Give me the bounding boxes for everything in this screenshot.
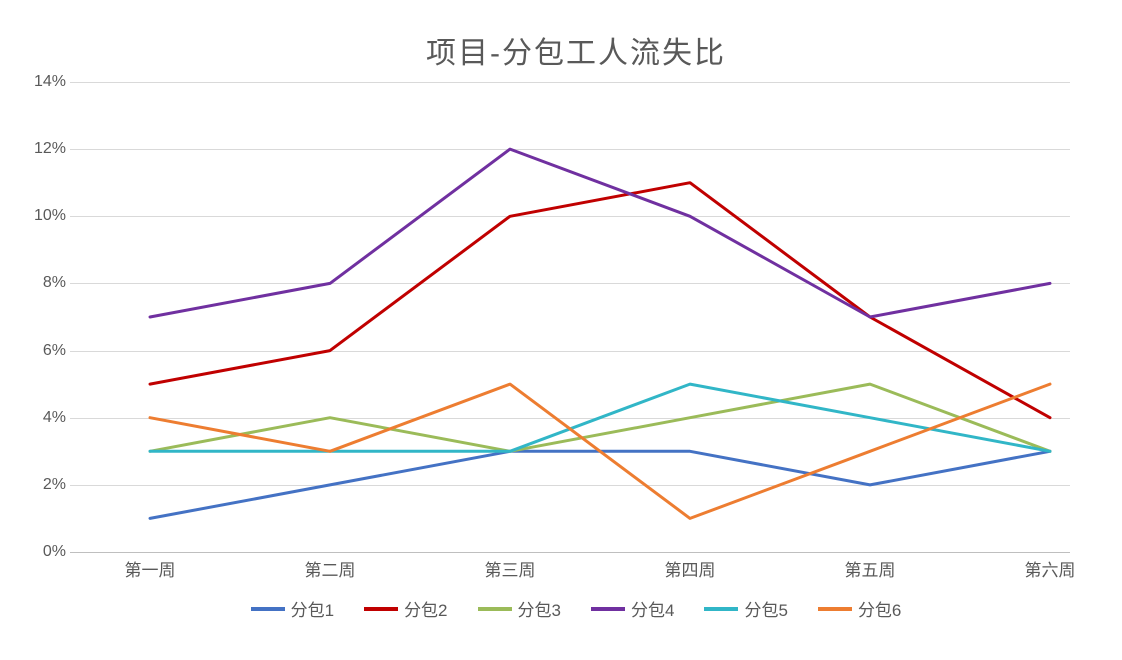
- y-tick-label: 12%: [22, 140, 66, 158]
- legend-swatch: [591, 607, 625, 611]
- legend-swatch: [478, 607, 512, 611]
- legend-label: 分包2: [404, 596, 447, 621]
- series-line: [150, 384, 1050, 451]
- legend-swatch: [251, 607, 285, 611]
- chart-container: 项目-分包工人流失比 0%2%4%6%8%10%12%14% 第一周第二周第三周…: [0, 0, 1122, 660]
- series-line: [150, 183, 1050, 418]
- x-tick-label: 第一周: [125, 556, 176, 581]
- y-tick-label: 4%: [22, 409, 66, 427]
- series-line: [150, 451, 1050, 518]
- legend-label: 分包4: [631, 596, 674, 621]
- x-tick-label: 第三周: [485, 556, 536, 581]
- legend-swatch: [818, 607, 852, 611]
- legend: 分包1 分包2 分包3 分包4 分包5 分包6: [60, 596, 1092, 621]
- series-line: [150, 149, 1050, 317]
- legend-label: 分包6: [858, 596, 901, 621]
- x-axis: 第一周第二周第三周第四周第五周第六周: [70, 556, 1070, 580]
- legend-item: 分包6: [818, 596, 901, 621]
- legend-item: 分包3: [478, 596, 561, 621]
- legend-label: 分包3: [518, 596, 561, 621]
- legend-item: 分包1: [251, 596, 334, 621]
- legend-swatch: [364, 607, 398, 611]
- legend-item: 分包4: [591, 596, 674, 621]
- x-tick-label: 第五周: [845, 556, 896, 581]
- x-tick-label: 第四周: [665, 556, 716, 581]
- legend-item: 分包5: [704, 596, 787, 621]
- y-tick-label: 2%: [22, 476, 66, 494]
- x-tick-label: 第六周: [1025, 556, 1076, 581]
- y-tick-label: 6%: [22, 342, 66, 360]
- y-tick-label: 8%: [22, 274, 66, 292]
- gridline: [70, 552, 1070, 553]
- y-tick-label: 10%: [22, 207, 66, 225]
- line-chart-svg: [70, 82, 1070, 552]
- y-tick-label: 0%: [22, 543, 66, 561]
- plot-area: 0%2%4%6%8%10%12%14% 第一周第二周第三周第四周第五周第六周: [70, 82, 1070, 552]
- legend-swatch: [704, 607, 738, 611]
- legend-label: 分包5: [744, 596, 787, 621]
- legend-item: 分包2: [364, 596, 447, 621]
- y-tick-label: 14%: [22, 73, 66, 91]
- x-tick-label: 第二周: [305, 556, 356, 581]
- y-axis: 0%2%4%6%8%10%12%14%: [22, 82, 66, 552]
- chart-title: 项目-分包工人流失比: [60, 10, 1092, 82]
- legend-label: 分包1: [291, 596, 334, 621]
